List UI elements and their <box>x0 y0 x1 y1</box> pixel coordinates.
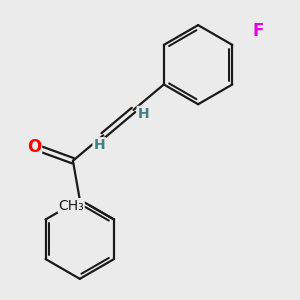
Text: F: F <box>253 22 264 40</box>
Text: H: H <box>94 138 105 152</box>
Text: H: H <box>138 107 149 121</box>
Text: O: O <box>27 138 41 156</box>
Text: CH₃: CH₃ <box>58 199 84 213</box>
